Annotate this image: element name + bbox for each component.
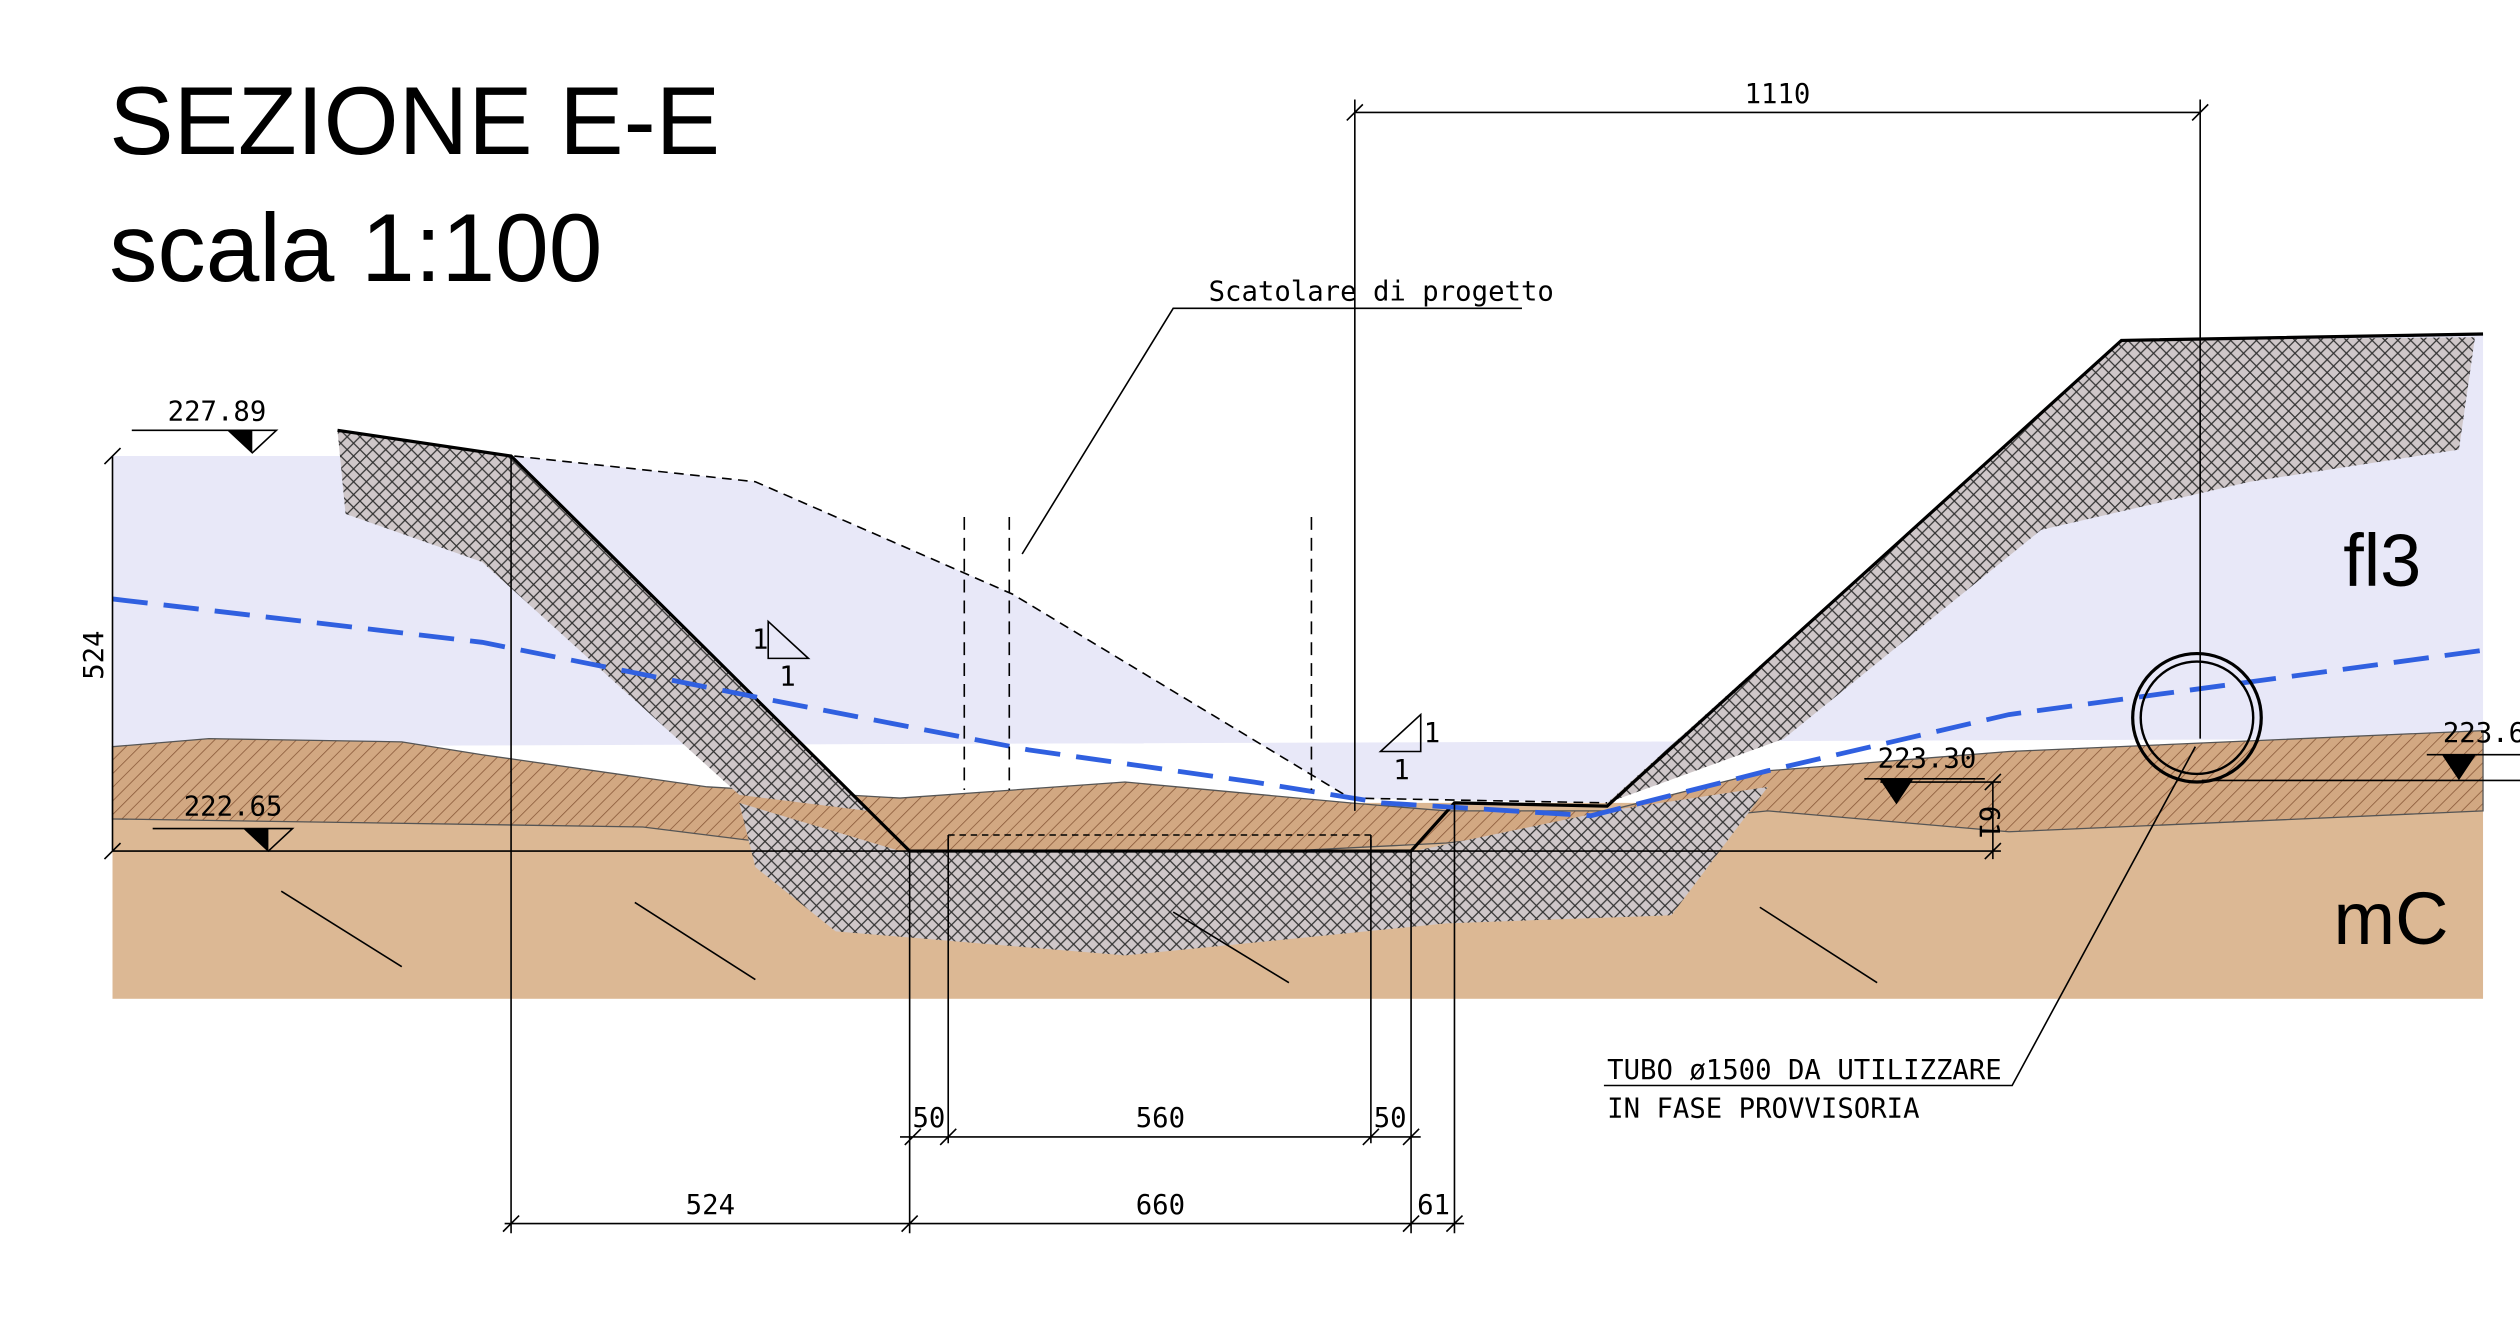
soil-label: mC: [2334, 877, 2449, 960]
dimensions: 1110 524 524 660 61 560 50 50 61: [79, 79, 2209, 1234]
original-profile: [514, 455, 1608, 804]
dim-text: 61: [1417, 1190, 1450, 1221]
slopes: 1 1 1 1: [752, 619, 1440, 786]
dim-text: 50: [912, 1103, 945, 1134]
elevation: 227.89: [168, 397, 267, 428]
dim-text: 560: [1136, 1103, 1185, 1134]
dim-text: 50: [1374, 1103, 1407, 1134]
dim-text: 1110: [1745, 79, 1811, 110]
box-axes: [963, 517, 1313, 791]
pipe: [2131, 651, 2263, 784]
ground: [111, 332, 2484, 999]
elevations: 227.89 222.65 223.30 223.6: [131, 397, 2520, 853]
elevation: 223.30: [1878, 744, 1977, 775]
notes: Scatolare di progetto TUBO ø1500 DA UTIL…: [1021, 276, 2197, 1125]
pipe-label: TUBO ø1500 DA UTILIZZARE: [1607, 1055, 2002, 1086]
hatch-ticks: [280, 890, 1878, 984]
slope-run: 1: [779, 662, 795, 693]
elevation: 223.6: [2443, 718, 2520, 749]
slope-run: 1: [1393, 755, 1409, 786]
scale: scala 1:100: [109, 195, 602, 302]
soil-label: fl3: [2343, 519, 2421, 602]
backfill-bottom: [739, 786, 1768, 956]
backfill-right: [1607, 337, 2475, 803]
pipe-label: IN FASE PROVVISORIA: [1607, 1094, 1919, 1125]
dim-text: 61: [1973, 806, 2004, 839]
pipe-inner: [2139, 660, 2255, 776]
excavation-profile: [337, 332, 2484, 853]
elevation: 222.65: [184, 792, 283, 823]
dim-text: 524: [686, 1190, 735, 1221]
dim-text: 660: [1136, 1190, 1185, 1221]
box-label: Scatolare di progetto: [1209, 276, 1554, 307]
water-table: [112, 596, 2484, 819]
backfill-left: [337, 430, 868, 811]
dim-text: 524: [79, 631, 110, 680]
slope-rise: 1: [752, 625, 768, 656]
slope-rise: 1: [1424, 718, 1440, 749]
title: SEZIONE E-E: [109, 68, 720, 175]
